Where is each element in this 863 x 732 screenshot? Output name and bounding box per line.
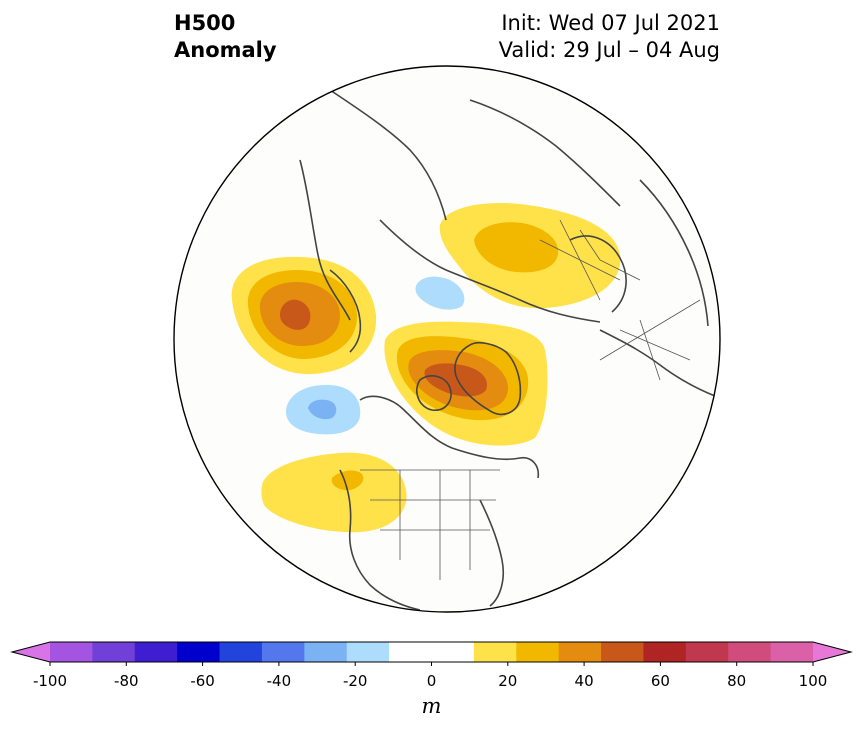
anomaly-siberia — [439, 202, 621, 309]
colorbar-bin — [346, 642, 390, 662]
anomaly-arctic-negative — [415, 276, 465, 310]
colorbar-bin — [389, 642, 432, 662]
colorbar-bin — [50, 642, 93, 662]
anomaly-ne-pacific-negative — [285, 384, 361, 435]
colorbar-bin — [516, 642, 560, 662]
colorbar-bin — [219, 642, 263, 662]
product-title: Anomaly — [174, 38, 277, 62]
colorbar-bin — [431, 642, 475, 662]
colorbar-bin — [685, 642, 729, 662]
colorbar-bin — [261, 642, 305, 662]
colorbar-tick-label: -40 — [266, 672, 292, 690]
variable-title: H500 — [174, 11, 236, 35]
anomaly-north-pacific — [231, 256, 377, 375]
globe-outline — [173, 65, 721, 613]
colorbar-tick-label: 80 — [727, 672, 747, 690]
title-block: H500 Anomaly — [174, 10, 277, 64]
colorbar-bin — [601, 642, 644, 662]
colorbar-tick-label: 0 — [426, 672, 437, 690]
colorbar-bin — [728, 642, 772, 662]
date-block: Init: Wed 07 Jul 2021 Valid: 29 Jul – 04… — [499, 10, 720, 64]
init-date: Init: Wed 07 Jul 2021 — [501, 11, 720, 35]
colorbar — [10, 641, 853, 666]
colorbar-bin — [473, 642, 517, 662]
colorbar-tick-label: 60 — [650, 672, 670, 690]
colorbar-bin — [558, 642, 602, 662]
colorbar-bin — [134, 642, 178, 662]
colorbar-tick-label: 100 — [798, 672, 828, 690]
anomaly-western-us — [261, 452, 407, 533]
colorbar-bin — [92, 642, 136, 662]
colorbar-tick-label: -60 — [190, 672, 215, 690]
colorbar-tick-label: -80 — [114, 672, 139, 690]
valid-date: Valid: 29 Jul – 04 Aug — [498, 38, 720, 62]
colorbar-tick-label: 20 — [498, 672, 518, 690]
colorbar-bin — [770, 642, 814, 662]
colorbar-extend-low — [12, 642, 50, 662]
colorbar-tick-label: -100 — [32, 672, 68, 690]
polar-map — [173, 65, 721, 613]
colorbar-extend-high — [813, 642, 851, 662]
colorbar-bin — [177, 642, 221, 662]
coastlines — [299, 89, 716, 611]
colorbar-bin — [643, 642, 687, 662]
colorbar-units: m — [421, 694, 442, 718]
colorbar-tick-label: -20 — [342, 672, 368, 690]
colorbar-bin — [304, 642, 348, 662]
colorbar-tick-labels: -100 -80 -60 -40 -20 0 20 40 60 80 100 — [0, 672, 863, 692]
colorbar-tick-label: 40 — [574, 672, 594, 690]
borders — [360, 219, 701, 580]
